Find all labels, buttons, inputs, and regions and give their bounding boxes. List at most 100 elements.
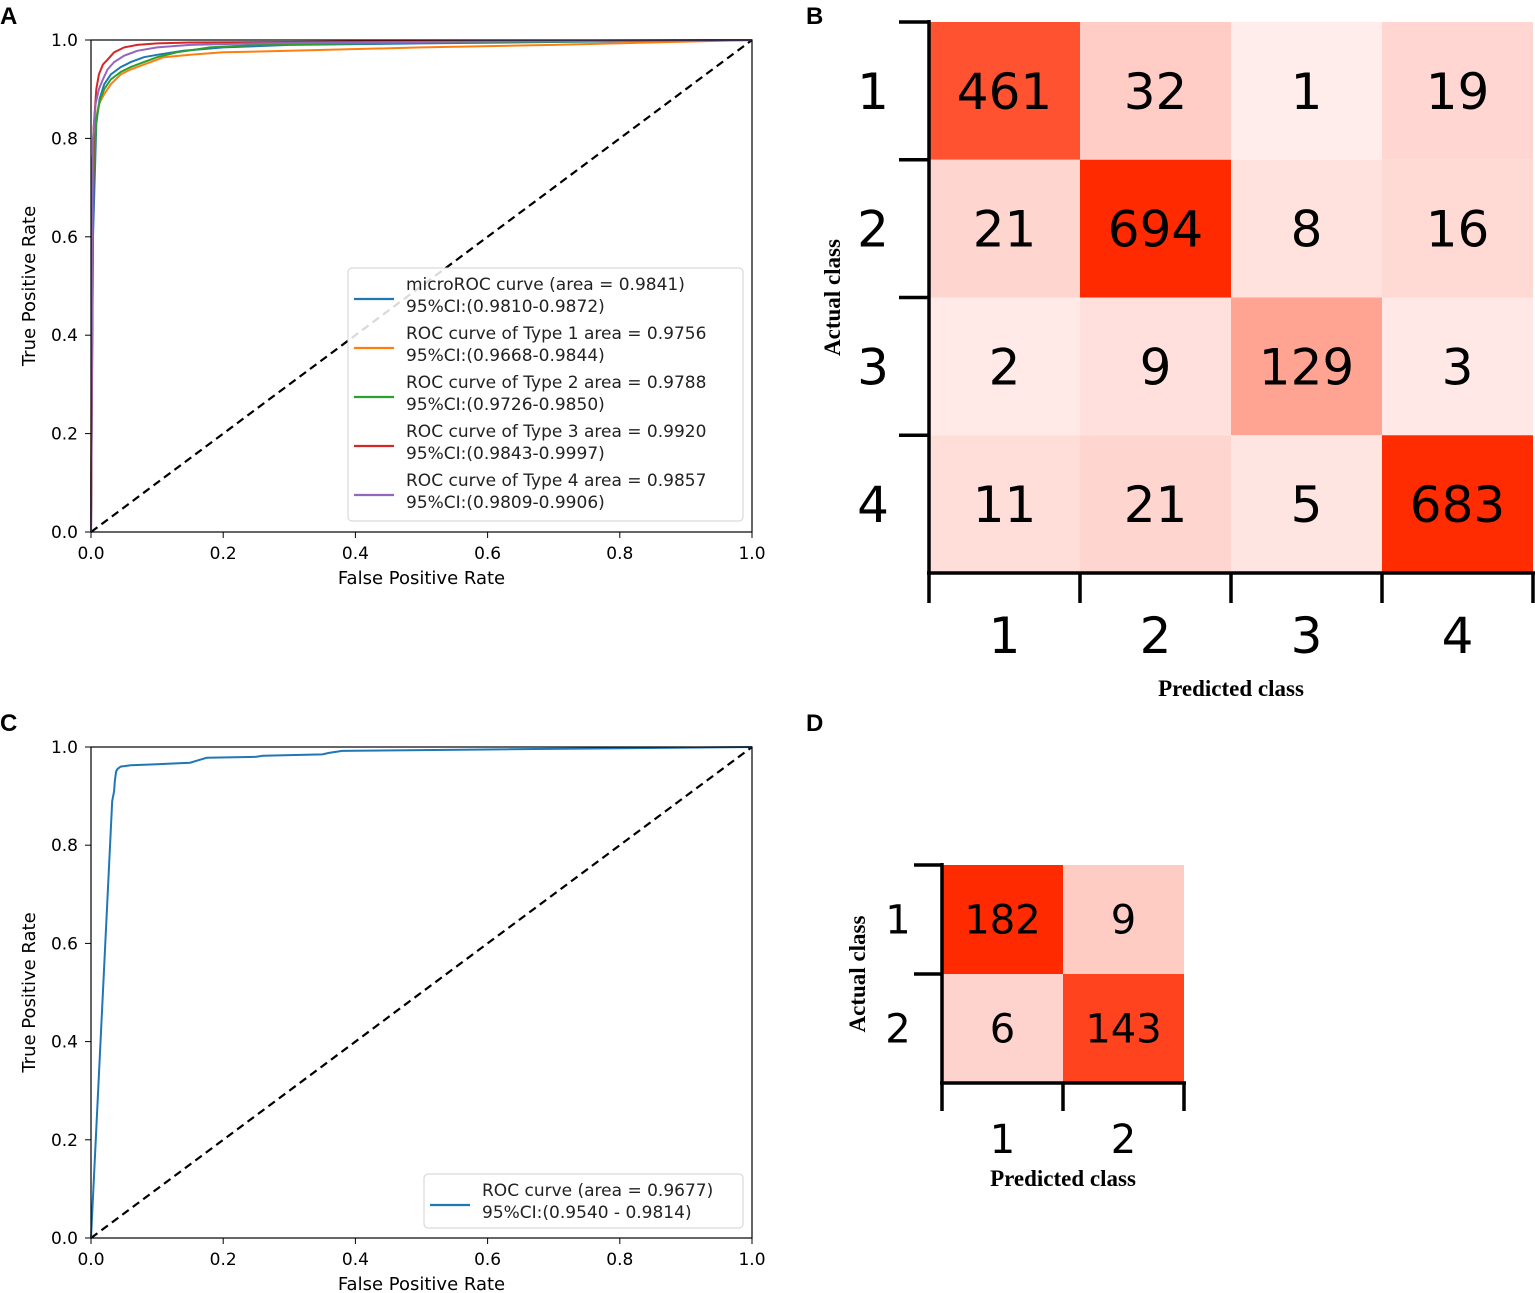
panel-letter-b: B (806, 3, 823, 30)
roc-series-line-4 (90, 39, 753, 533)
x-tick-label: 0.8 (606, 1250, 633, 1270)
cm-cell (1080, 435, 1231, 573)
cm-cell (1080, 22, 1231, 160)
cm-cell-value: 129 (1259, 338, 1354, 396)
y-tick-label: 0.0 (51, 523, 78, 543)
x-tick-label: 0.2 (210, 1250, 237, 1270)
cm-cell (942, 974, 1063, 1083)
cm-cell (1080, 297, 1231, 436)
x-axis-label: False Positive Rate (338, 1274, 505, 1293)
cm-col-label: 4 (1442, 607, 1474, 665)
legend: ROC curve (area = 0.9677)95%CI:(0.9540 -… (423, 1173, 744, 1229)
legend-box (347, 267, 744, 522)
cm-cell (929, 22, 1080, 160)
y-tick-label: 1.0 (51, 738, 78, 758)
y-tick-label: 0.8 (51, 836, 78, 856)
cm-cell (1231, 22, 1382, 160)
roc-chart-binary: 0.0 0.2 0.4 0.6 0.8 1.0 0.0 0.2 0.4 0.6 0.8 1.0 Fals… (19, 738, 766, 1293)
cm-row-label: 2 (857, 201, 889, 259)
cm-cell-value: 11 (973, 476, 1037, 534)
cm-col-label: 2 (1140, 607, 1172, 665)
cm-cell (1382, 297, 1533, 436)
cm-cell (942, 865, 1063, 974)
y-tick-label: 0.6 (51, 934, 78, 954)
cm-col-label: 2 (1111, 1117, 1136, 1163)
legend-label-1: microROC curve (area = 0.9841) (406, 275, 685, 295)
cm-cell-value: 461 (957, 63, 1052, 121)
legend-label-2: ROC curve of Type 1 area = 0.9756 (406, 324, 706, 344)
legend-label-4: ROC curve of Type 3 area = 0.9920 (406, 422, 706, 442)
cm-cell (1382, 435, 1533, 573)
confusion-matrix-4class: 461 32 1 19 21 694 8 16 2 9 129 3 11 21 5 683 1 2 3 4 1 2 3 4 Pr… (820, 20, 1535, 701)
x-tick-label: 0.6 (474, 1250, 501, 1270)
cm-col-label: 1 (990, 1117, 1015, 1163)
cm-cell-value: 5 (1291, 476, 1323, 534)
cm-cell-value: 8 (1291, 201, 1323, 259)
cm-x-axis-title: Predicted class (990, 1166, 1136, 1191)
x-tick-label: 1.0 (738, 544, 765, 564)
y-tick-label: 0.4 (51, 1033, 78, 1053)
x-tick-label: 0.2 (210, 544, 237, 564)
y-tick-label: 0.6 (51, 228, 78, 248)
x-tick-label: 1.0 (738, 1250, 765, 1270)
cm-cell (1231, 159, 1382, 298)
legend: microROC curve (area = 0.9841)95%CI:(0.9… (347, 267, 744, 522)
cm-cell-value: 143 (1085, 1007, 1161, 1053)
x-tick-label: 0.0 (77, 1250, 104, 1270)
legend-label-5: ROC curve of Type 4 area = 0.9857 (406, 471, 706, 491)
cm-cell-value: 21 (973, 201, 1037, 259)
cm-cell (1231, 435, 1382, 573)
cm-cell (1080, 159, 1231, 298)
x-axis-label: False Positive Rate (338, 568, 505, 589)
cm-cell (1063, 865, 1184, 974)
cm-cell-value: 1 (1291, 63, 1323, 121)
y-axis-label: True Positive Rate (19, 912, 40, 1073)
cm-row-label: 3 (857, 338, 889, 396)
legend-ci-1: 95%CI:(0.9540 - 0.9814) (482, 1203, 692, 1223)
x-tick-label: 0.6 (474, 544, 501, 564)
legend-ci-5: 95%CI:(0.9809-0.9906) (406, 493, 605, 513)
cm-row-label: 4 (857, 476, 889, 534)
cm-cell (1231, 297, 1382, 436)
y-tick-label: 0.2 (51, 1131, 78, 1151)
cm-x-axis-title: Predicted class (1158, 676, 1304, 701)
cm-cell-value: 694 (1108, 201, 1203, 259)
legend-label-3: ROC curve of Type 2 area = 0.9788 (406, 373, 706, 393)
cm-cell-value: 6 (990, 1007, 1015, 1053)
cm-y-axis-title: Actual class (820, 239, 845, 356)
y-tick-label: 0.0 (51, 1229, 78, 1249)
panel-letter-c: C (0, 710, 17, 737)
cm-cell-value: 9 (1140, 338, 1172, 396)
chance-diagonal-line (90, 39, 753, 533)
legend-ci-4: 95%CI:(0.9843-0.9997) (406, 444, 605, 464)
legend-ci-1: 95%CI:(0.9810-0.9872) (406, 297, 605, 317)
cm-cell (1063, 974, 1184, 1083)
cm-cell (929, 297, 1080, 436)
cm-cell-value: 19 (1426, 63, 1490, 121)
cm-cell-value: 683 (1410, 476, 1505, 534)
cm-cell (1382, 159, 1533, 298)
chance-diagonal-line (90, 746, 753, 1239)
legend-ci-2: 95%CI:(0.9668-0.9844) (406, 346, 605, 366)
roc-series-line-3 (90, 39, 753, 533)
y-tick-label: 0.4 (51, 326, 78, 346)
confusion-matrix-2class: 182 9 6 143 1 2 1 2 Predicted class Actual class (845, 863, 1186, 1191)
cm-cell-value: 3 (1442, 338, 1474, 396)
cm-cell-value: 32 (1124, 63, 1188, 121)
y-tick-label: 1.0 (51, 31, 78, 51)
cm-cell-value: 182 (964, 898, 1040, 944)
legend-box (423, 1173, 744, 1229)
cm-cell-value: 16 (1426, 201, 1490, 259)
x-tick-label: 0.4 (342, 1250, 369, 1270)
cm-cell-value: 2 (989, 338, 1021, 396)
cm-row-label: 2 (885, 1007, 910, 1053)
cm-col-label: 3 (1291, 607, 1323, 665)
panel-letter-a: A (0, 3, 17, 30)
y-tick-label: 0.8 (51, 129, 78, 149)
cm-row-label: 1 (885, 898, 910, 944)
cm-row-label: 1 (857, 63, 889, 121)
y-axis-label: True Positive Rate (19, 206, 40, 367)
legend-label-1: ROC curve (area = 0.9677) (482, 1181, 713, 1201)
cm-cell-value: 9 (1111, 898, 1136, 944)
